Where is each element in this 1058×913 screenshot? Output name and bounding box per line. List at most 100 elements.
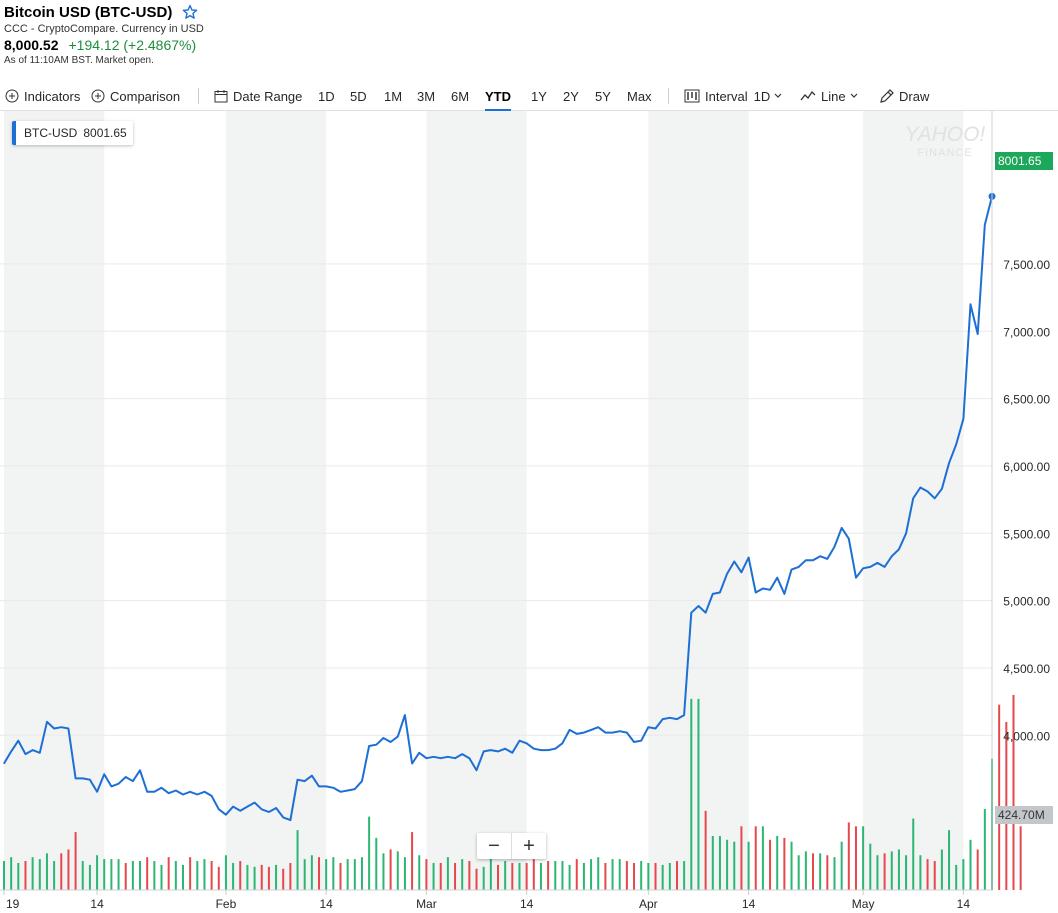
price-point [554, 748, 556, 750]
price-point [654, 727, 657, 730]
volume-bar [912, 818, 915, 890]
price-point [561, 742, 564, 744]
price-point [253, 802, 256, 804]
price-point [10, 750, 12, 753]
price-point [282, 816, 284, 819]
period-band [426, 111, 527, 890]
watermark-line1: YAHOO! [905, 123, 986, 146]
price-point [969, 303, 972, 305]
indicators-button[interactable]: Indicators [5, 87, 80, 105]
price-point [189, 791, 191, 793]
volume-bar [418, 855, 421, 890]
volume-bar [790, 841, 793, 890]
volume-bar [819, 853, 822, 890]
price-point [604, 731, 606, 734]
volume-bar [633, 862, 636, 890]
volume-bar [504, 861, 507, 890]
range-1m[interactable]: 1M [384, 88, 403, 104]
price-point [132, 780, 134, 782]
draw-button[interactable]: Draw [879, 87, 929, 105]
volume-bar [45, 853, 48, 890]
volume-bar [675, 861, 678, 890]
price-point [246, 806, 249, 808]
zoom-out-button[interactable]: − [488, 834, 500, 857]
price-point [275, 807, 277, 809]
price-point [125, 776, 127, 778]
plus-circle-icon [5, 89, 19, 103]
volume-bar [124, 862, 127, 890]
draw-label: Draw [899, 88, 930, 104]
price-point [146, 791, 148, 793]
price-point [747, 556, 750, 559]
price-point [432, 756, 435, 758]
legend-swatch [12, 121, 16, 145]
price-point [175, 789, 177, 792]
volume-bar [53, 861, 56, 890]
price-point [568, 729, 571, 731]
chart-toolbar: Indicators Comparison Date Range 1D 5D 1… [0, 80, 1058, 112]
volume-bar [189, 857, 192, 890]
volume-bar [733, 841, 736, 890]
volume-bar [289, 862, 292, 890]
price-point [347, 789, 349, 792]
volume-bar [368, 816, 371, 890]
range-5y[interactable]: 5Y [595, 88, 611, 104]
range-max[interactable]: Max [627, 88, 652, 104]
price-point [919, 486, 922, 489]
date-range-button[interactable]: Date Range [214, 87, 302, 105]
price-point [862, 567, 864, 569]
chart-type-dropdown[interactable]: Line [800, 87, 864, 105]
interval-dropdown[interactable]: Interval 1D [684, 87, 788, 105]
price-point [762, 587, 764, 590]
price-point [733, 560, 735, 563]
comparison-button[interactable]: Comparison [91, 87, 180, 105]
price-point [690, 612, 692, 614]
series-legend[interactable]: BTC-USD 8001.65 [12, 121, 133, 145]
volume-bar [239, 861, 242, 890]
price-point [876, 562, 879, 564]
volume-bar [396, 851, 399, 890]
range-6m[interactable]: 6M [451, 88, 470, 104]
volume-bar [547, 861, 550, 890]
price-point [826, 558, 828, 560]
volume-bar [110, 859, 113, 890]
x-tick-label: Apr [639, 897, 658, 911]
volume-bar [81, 861, 84, 890]
range-ytd[interactable]: YTD [485, 88, 511, 112]
legend-value: 8001.65 [83, 126, 127, 140]
volume-bar [10, 857, 13, 890]
price-point [153, 791, 155, 793]
volume-bar [38, 859, 41, 890]
range-3m[interactable]: 3M [417, 88, 436, 104]
chevron-down-icon [774, 93, 782, 98]
price-point [475, 769, 478, 771]
price-point [239, 810, 241, 812]
price-point [168, 792, 170, 794]
zoom-in-button[interactable]: + [511, 833, 546, 859]
star-icon[interactable] [182, 4, 198, 20]
volume-bar [926, 859, 929, 890]
price-point [905, 532, 907, 534]
volume-bar [232, 862, 235, 890]
volume-bar [167, 857, 170, 890]
price-point [218, 808, 220, 810]
volume-bar [446, 857, 449, 890]
volume-bar [353, 859, 356, 890]
range-1y[interactable]: 1Y [531, 88, 547, 104]
price-point [46, 721, 48, 723]
range-1d[interactable]: 1D [318, 88, 335, 104]
volume-bar [654, 862, 657, 890]
x-tick-label: 14 [957, 897, 971, 911]
price-point [547, 749, 549, 751]
range-2y[interactable]: 2Y [563, 88, 579, 104]
volume-bar [267, 866, 270, 890]
price-point [397, 736, 399, 738]
price-point [884, 566, 886, 568]
range-5d[interactable]: 5D [350, 88, 367, 104]
price-point [783, 593, 785, 595]
price-point [368, 745, 370, 747]
price-chart[interactable]: YAHOO! FINANCE 7,500.00 7,000.00 6,500.00 6… [0, 111, 1058, 913]
volume-bar [67, 849, 70, 890]
volume-bar [224, 855, 227, 890]
volume-bar [131, 861, 134, 890]
